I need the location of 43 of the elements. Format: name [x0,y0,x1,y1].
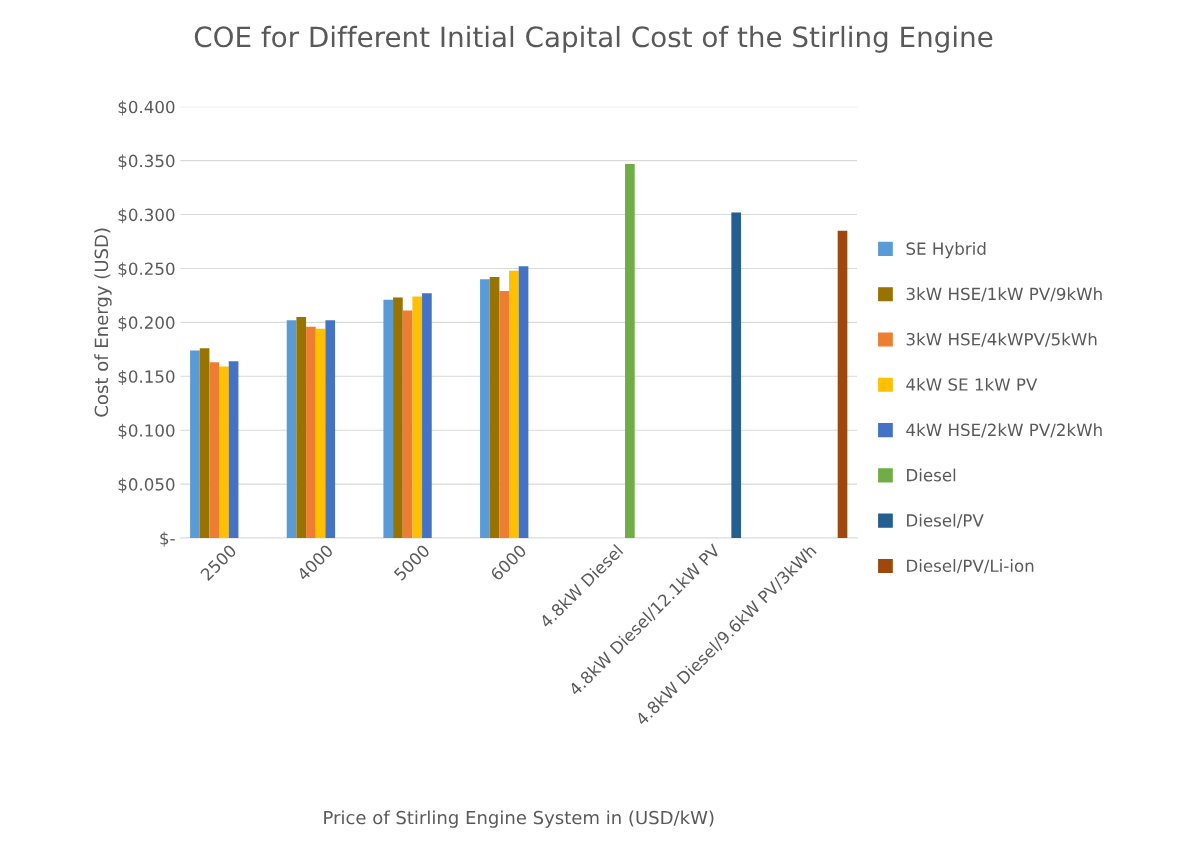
legend-label: Diesel/PV [907,513,984,529]
y-axis-title: Cost of Energy (USD) [94,228,112,417]
bar [499,291,510,539]
bar [837,230,848,539]
y-tick-label: $0.200 [118,316,175,332]
legend-label: 3kW HSE/1kW PV/9kWh [906,287,1102,302]
bar [219,366,229,539]
bar [625,163,635,539]
y-tick-label: $0.050 [118,477,175,493]
y-tick-label: $0.100 [118,423,175,439]
x-axis-title: Price of Stirling Engine System in (USD/kW) [324,810,714,828]
bar [190,350,200,539]
bar [509,270,519,539]
bar [228,361,239,539]
bar [306,326,316,539]
bar [402,310,413,539]
legend-label: 4kW SE 1kW PV [906,377,1038,391]
legend-label: SE Hybrid [906,242,986,259]
legend-label: Diesel/PV/Li-ion [907,559,1034,574]
bar [199,348,210,539]
bar [296,316,307,539]
y-tick-label: $- [160,531,175,547]
bar [383,299,394,539]
bar [480,279,490,539]
bar [209,362,220,539]
bar [412,296,423,539]
chart-title: COE for Different Initial Capital Cost of the Stirling Engine [194,25,993,53]
legend-label: Diesel [907,468,956,482]
bar [489,277,500,539]
bar [393,297,403,539]
bar [422,293,432,539]
bar [731,212,742,539]
y-tick-label: $0.250 [118,262,175,278]
bar [286,320,297,539]
y-tick-label: $0.400 [118,100,175,116]
legend-label: 3kW HSE/4kWPV/5kWh [906,332,1097,347]
bar [518,266,529,539]
y-tick-label: $0.350 [118,154,175,170]
legend-label: 4kW HSE/2kW PV/2kWh [906,423,1102,438]
bar [315,328,326,539]
bar [325,320,336,539]
y-tick-label: $0.300 [118,208,175,224]
y-tick-label: $0.150 [118,369,175,386]
